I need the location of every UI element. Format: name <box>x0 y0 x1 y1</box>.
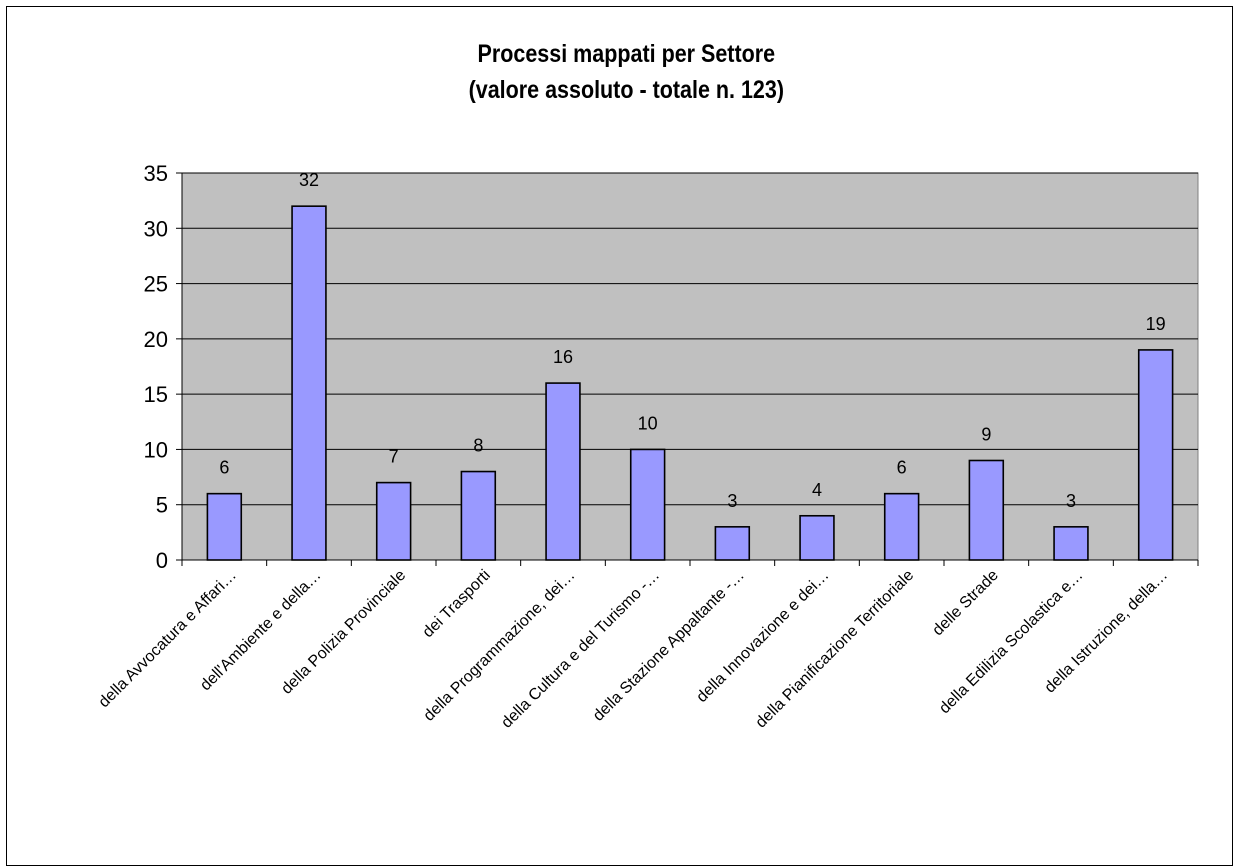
bar <box>968 459 1005 561</box>
bar <box>714 526 751 561</box>
y-tick-label: 25 <box>144 272 168 297</box>
category-label: della Cultura e del Turismo -… <box>498 567 663 732</box>
gridlines <box>182 172 1198 506</box>
data-label: 6 <box>897 458 907 478</box>
y-tick-label: 20 <box>144 327 168 352</box>
data-label: 9 <box>981 424 991 444</box>
chart-title: Processi mappati per Settore <box>477 40 776 68</box>
bar <box>799 514 835 561</box>
y-tick-label: 15 <box>144 382 168 407</box>
category-label: della Avvocatura e Affari… <box>96 567 240 711</box>
category-label: della Programmazione, dei… <box>421 567 579 725</box>
data-label: 16 <box>553 347 573 367</box>
bar <box>883 492 920 561</box>
data-label: 6 <box>219 458 229 478</box>
category-label: della Pianificazione Territoriale <box>753 567 918 732</box>
bar <box>545 382 581 561</box>
y-tick-label: 35 <box>144 161 168 186</box>
bar <box>460 470 497 561</box>
bar <box>629 448 666 561</box>
category-label: della Edilizia Scolastica e… <box>936 567 1086 717</box>
data-label: 19 <box>1146 314 1166 334</box>
axes <box>176 172 1199 566</box>
bar <box>291 205 327 561</box>
bar <box>1053 526 1089 561</box>
category-label: delle Strade <box>929 567 1001 639</box>
bar <box>206 492 243 561</box>
bar <box>1137 349 1174 561</box>
data-label: 32 <box>299 170 319 190</box>
data-label: 10 <box>638 413 658 433</box>
y-tick-label: 10 <box>144 437 168 462</box>
data-label: 4 <box>812 480 822 500</box>
category-label: della Stazione Appaltante -… <box>590 567 748 725</box>
data-label: 8 <box>473 436 483 456</box>
y-tick-label: 30 <box>144 216 168 241</box>
plot-area <box>181 172 1199 561</box>
y-tick-label: 5 <box>156 493 168 518</box>
data-label: 7 <box>389 447 399 467</box>
category-label: dei Trasporti <box>420 567 494 641</box>
y-tick-label: 0 <box>156 548 168 573</box>
chart-title-block: Processi mappati per Settore (valore ass… <box>93 36 1160 108</box>
data-label: 3 <box>727 491 737 511</box>
bar <box>375 481 412 561</box>
chart-subtitle: (valore assoluto - totale n. 123) <box>468 76 785 104</box>
data-label: 3 <box>1066 491 1076 511</box>
